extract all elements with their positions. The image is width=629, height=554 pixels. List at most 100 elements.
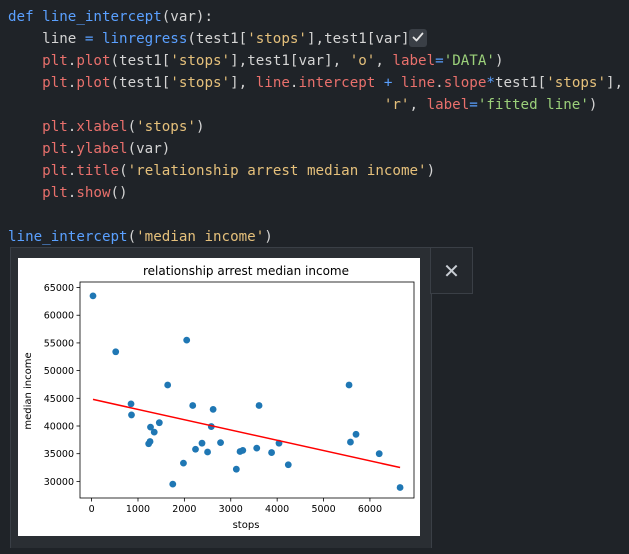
plot-axes: 0 1000 2000 3000 4000 5000 6000 30000 35000 40000… — [44, 281, 415, 515]
code-line: plt.plot(test1['stops'], line.intercept … — [8, 72, 623, 94]
code-line: line = linregress(test1['stops'],test1[v… — [8, 28, 623, 50]
code-line: plt.xlabel('stops') — [8, 116, 623, 138]
code-token: plt — [42, 53, 68, 69]
code-token: , — [409, 97, 427, 113]
code-line: plt.ylabel(var) — [8, 138, 623, 160]
code-token: ) — [195, 119, 205, 135]
code-token: slope — [443, 75, 487, 91]
data-point — [217, 439, 224, 447]
code-token: show — [76, 185, 111, 201]
plot-marks — [89, 292, 404, 491]
code-token: ], — [230, 75, 256, 91]
x-tick-label: 6000 — [358, 504, 382, 515]
code-token: ], — [606, 75, 624, 91]
y-tick-label: 55000 — [44, 338, 74, 349]
code-token: 'stops' — [170, 53, 231, 69]
code-token: = — [435, 53, 444, 69]
data-point — [268, 449, 275, 456]
code-token: linregress — [101, 31, 188, 47]
data-point — [284, 461, 292, 469]
code-token: , — [375, 53, 393, 69]
code-token: plot — [76, 53, 111, 69]
code-token — [8, 141, 42, 157]
code-token: ) — [426, 163, 436, 179]
data-point — [375, 450, 383, 458]
code-token: line_intercept — [42, 9, 162, 25]
y-axis-label: median income — [23, 352, 34, 429]
code-token: plt — [42, 119, 68, 135]
y-tick-label: 65000 — [44, 283, 74, 294]
data-point — [209, 405, 217, 413]
data-point — [396, 484, 404, 491]
code-token: ],test1[var]) — [306, 31, 419, 47]
run-status-button[interactable] — [409, 29, 427, 47]
code-token: ( — [127, 119, 137, 135]
y-tick-label: 50000 — [44, 366, 74, 377]
data-point — [253, 444, 261, 452]
code-line: plt.title('relationship arrest median in… — [8, 160, 623, 182]
data-point — [183, 336, 191, 344]
code-token: xlabel — [76, 119, 128, 135]
code-line: line_intercept('median income') — [8, 226, 623, 248]
code-line: 'r', label='fitted line') — [8, 94, 623, 116]
code-token: ) — [588, 97, 598, 113]
data-point — [155, 419, 163, 427]
x-tick-label: 4000 — [265, 504, 289, 515]
data-point — [352, 430, 360, 438]
code-token: . — [67, 185, 77, 201]
data-point — [112, 348, 120, 356]
code-token: title — [76, 163, 120, 179]
data-point — [147, 423, 154, 431]
fitted-line — [92, 398, 401, 469]
y-tick-label: 30000 — [44, 477, 74, 488]
checkmark-icon — [411, 29, 425, 48]
data-point — [169, 480, 177, 488]
code-token: = — [84, 31, 94, 47]
code-token: = — [469, 97, 478, 113]
data-point — [255, 402, 263, 409]
code-token: 'o' — [349, 53, 376, 69]
code-token: ( — [127, 229, 137, 245]
code-token: 'relationship arrest median income' — [127, 163, 427, 179]
code-token: label — [392, 53, 436, 69]
code-line: plt.show() — [8, 182, 623, 204]
data-point — [204, 448, 211, 456]
data-point — [150, 428, 158, 436]
close-output-button[interactable]: ✕ — [430, 247, 473, 294]
data-point — [347, 438, 354, 446]
x-tick-label: 2000 — [172, 504, 196, 515]
x-axis-label: stops — [233, 520, 260, 531]
chart-figure: relationship arrest median income stops … — [18, 258, 420, 536]
code-token: 'median income' — [136, 229, 265, 245]
code-token: . — [67, 141, 77, 157]
code-token: 'stops' — [546, 75, 606, 91]
code-token: (test1[ — [187, 31, 248, 47]
x-tick-label: 3000 — [219, 504, 243, 515]
code-cell[interactable]: def line_intercept(var): line = linregre… — [8, 6, 623, 248]
code-token: ],test1[var], — [230, 53, 350, 69]
code-token: 'stops' — [247, 31, 307, 47]
y-tick-label: 60000 — [44, 311, 74, 322]
code-token: line — [8, 31, 85, 47]
data-point — [127, 400, 135, 408]
code-token: (test1[ — [110, 53, 171, 69]
code-token: intercept — [298, 75, 376, 91]
code-token: . — [67, 75, 77, 91]
close-icon: ✕ — [443, 258, 460, 283]
code-token: . — [67, 119, 77, 135]
y-tick-label: 35000 — [44, 449, 74, 460]
code-token: 'DATA' — [443, 53, 495, 69]
data-point — [128, 411, 135, 419]
code-token — [8, 53, 42, 69]
code-token: ) — [264, 229, 273, 245]
code-line: plt.plot(test1['stops'],test1[var], 'o',… — [8, 50, 623, 72]
scatter-chart: relationship arrest median income stops … — [23, 264, 415, 531]
code-token — [375, 75, 384, 91]
x-tick-label: 1000 — [126, 504, 150, 515]
code-token: 'stops' — [170, 75, 231, 91]
code-token: line — [400, 75, 436, 91]
code-token — [93, 31, 102, 47]
code-token: 'fitted line' — [477, 97, 589, 113]
code-token: . — [67, 53, 77, 69]
x-tick-label: 0 — [89, 504, 95, 515]
